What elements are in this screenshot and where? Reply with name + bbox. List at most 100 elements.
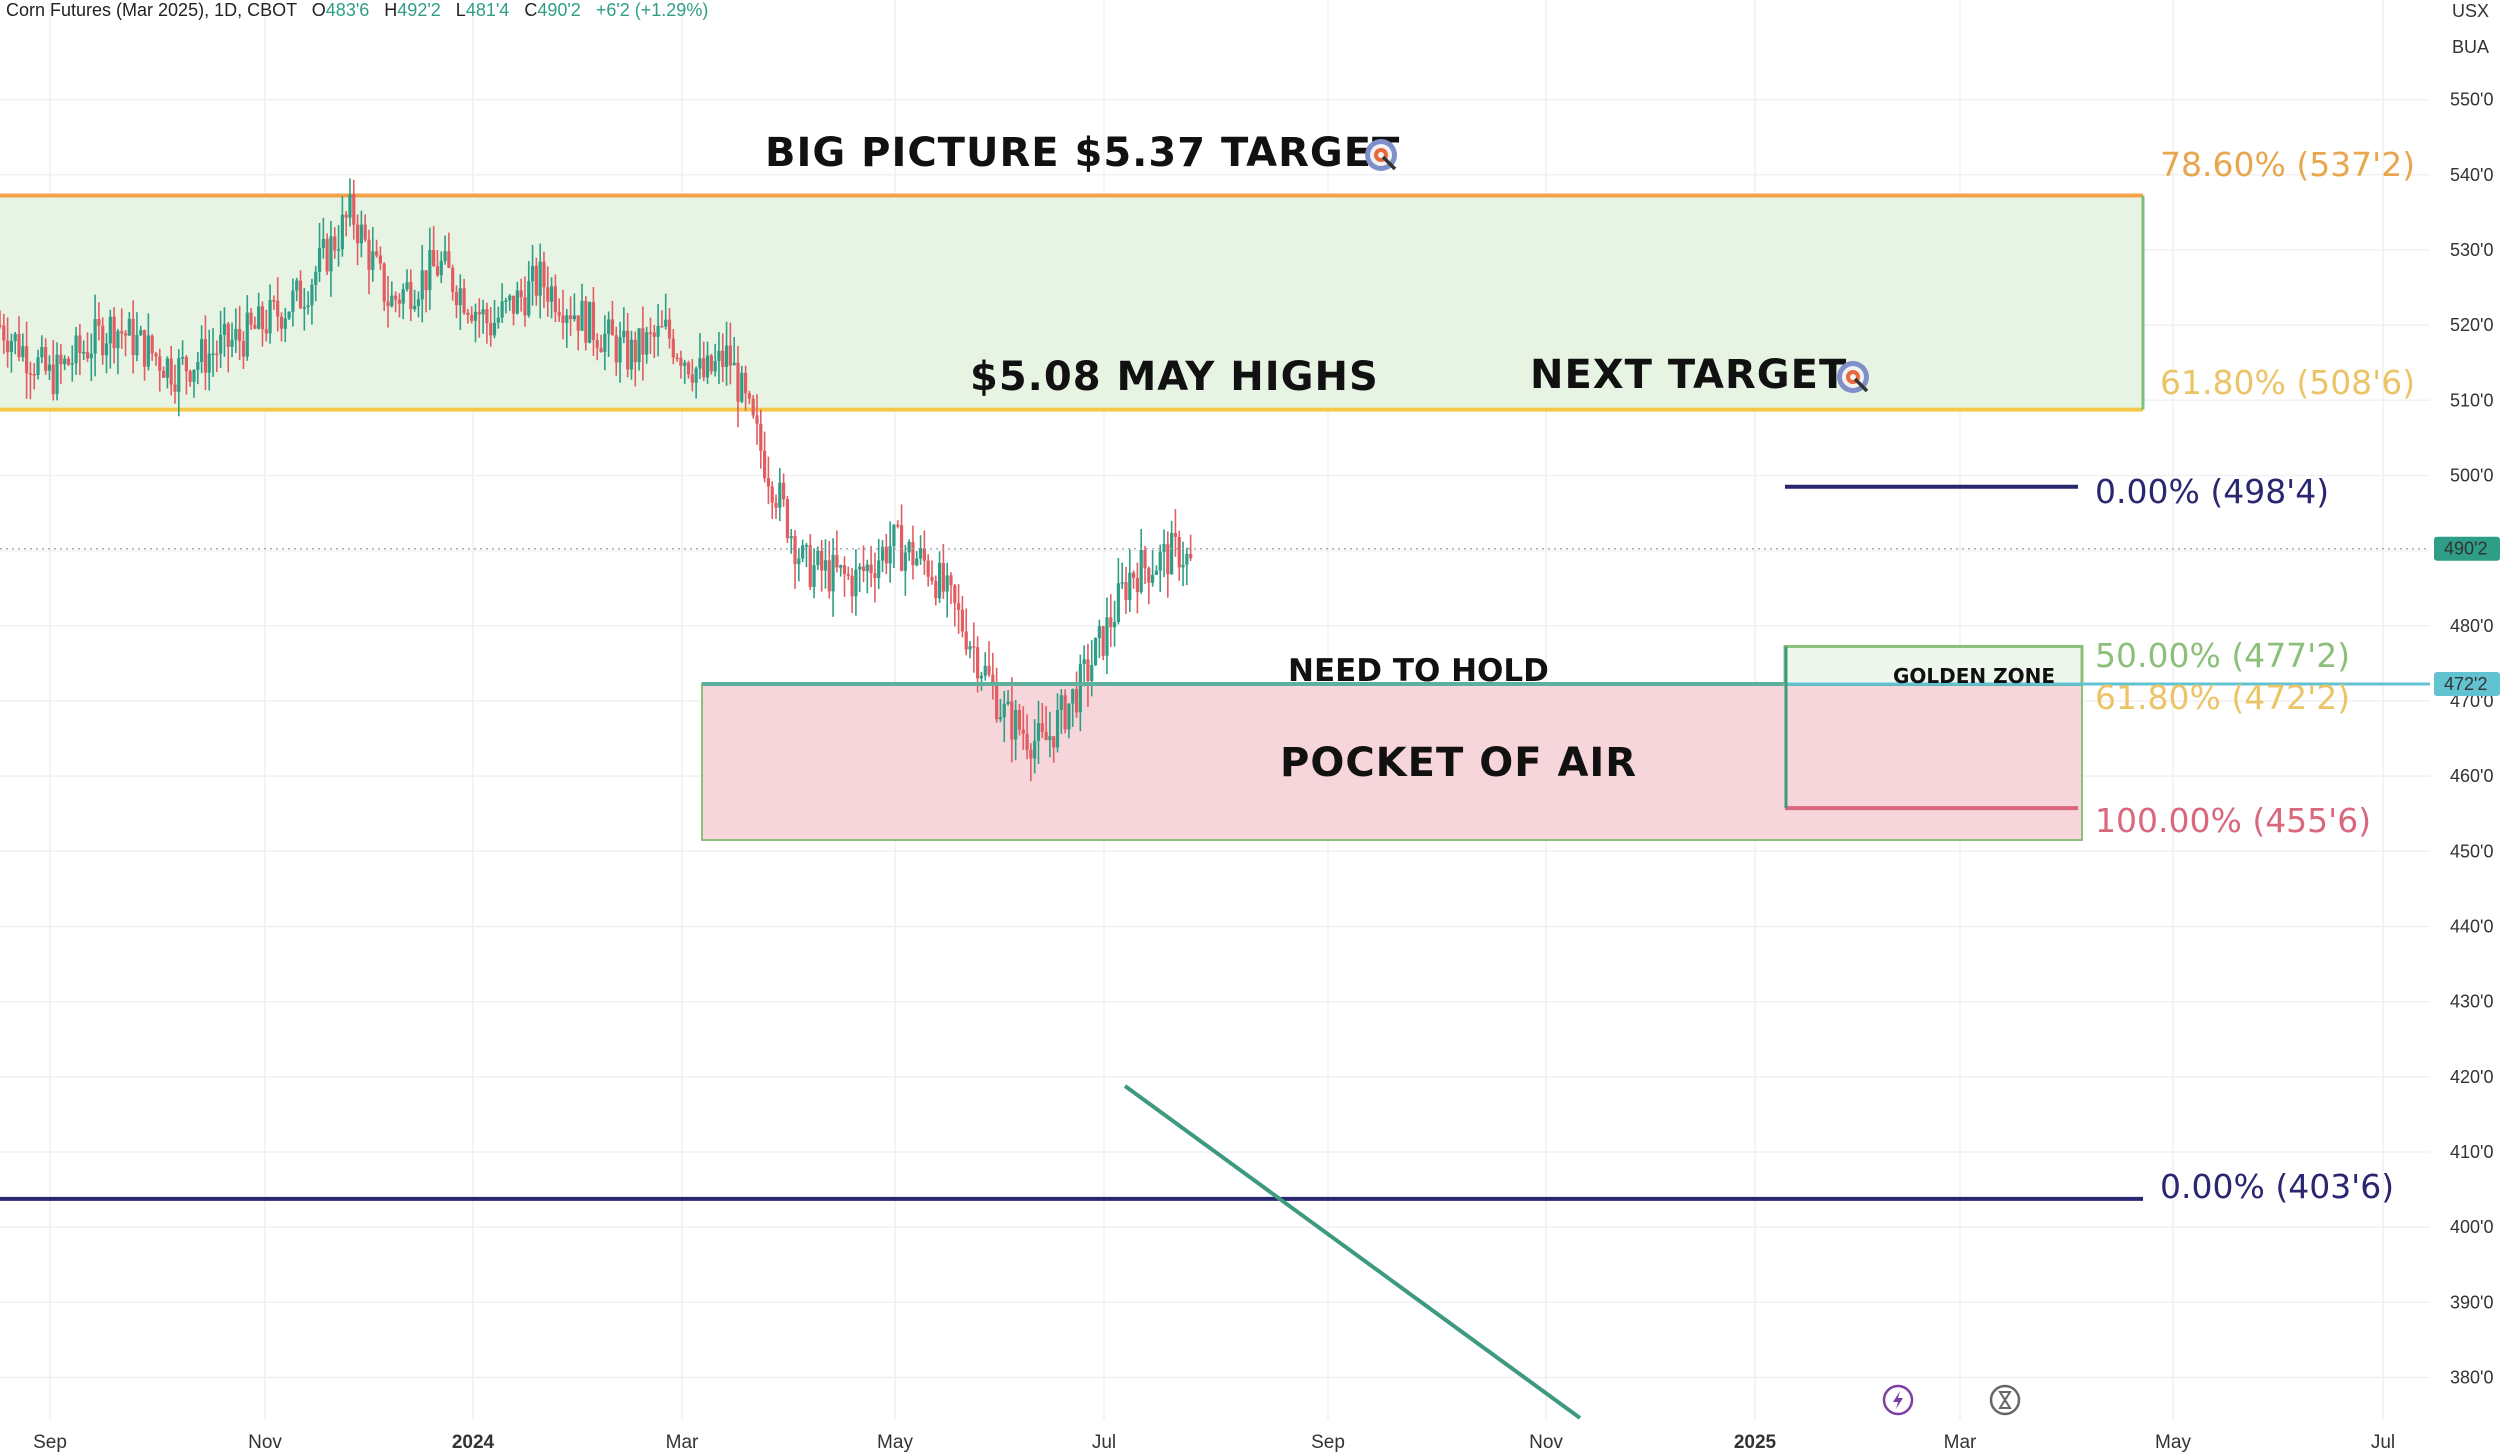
candle-body xyxy=(588,301,592,343)
candle-body xyxy=(1014,709,1018,740)
candle-body xyxy=(165,358,169,378)
candle-body xyxy=(1116,583,1120,623)
y-tick-label: 400'0 xyxy=(2450,1217,2493,1237)
candle-body xyxy=(854,569,858,597)
candle-body xyxy=(1074,689,1079,713)
candle-body xyxy=(1093,638,1098,666)
candle-body xyxy=(1177,536,1181,568)
candle-body xyxy=(211,353,215,356)
candle-body xyxy=(530,265,535,282)
candle-body xyxy=(584,300,588,343)
y-tick-label: 550'0 xyxy=(2450,90,2493,110)
candle-body xyxy=(1154,570,1159,575)
candle-body xyxy=(295,280,299,291)
candle-body xyxy=(766,478,771,487)
candle-body xyxy=(648,332,653,334)
candle-body xyxy=(432,249,436,267)
candle-body xyxy=(534,265,538,296)
candle-body xyxy=(782,482,786,500)
candle-body xyxy=(59,354,63,365)
candle-body xyxy=(1170,533,1174,575)
candle-body xyxy=(721,350,725,367)
fib-786-label: 78.60% (537'2) xyxy=(2160,145,2415,184)
candle-body xyxy=(184,357,188,372)
close-value: 490'2 xyxy=(537,0,580,20)
candle-body xyxy=(896,524,900,527)
x-tick-label: Jul xyxy=(1092,1432,1116,1453)
open-label: O xyxy=(312,0,326,20)
candle-body xyxy=(6,340,10,353)
candle-body xyxy=(1044,731,1048,740)
candle-body xyxy=(481,309,485,315)
candle-body xyxy=(55,354,59,395)
candle-body xyxy=(325,238,329,272)
candle-body xyxy=(694,368,698,383)
candle-body xyxy=(645,332,649,355)
hourglass-icon[interactable] xyxy=(1989,1384,2021,1416)
x-tick-label: Nov xyxy=(1529,1432,1563,1453)
candle-body xyxy=(603,333,607,352)
candlestick-series xyxy=(0,178,1193,782)
candle-body xyxy=(386,301,390,307)
may-highs-annotation: $5.08 MAY HIGHS xyxy=(970,354,1379,400)
candle-body xyxy=(74,335,78,364)
candle-body xyxy=(424,270,428,291)
candle-body xyxy=(835,554,839,568)
candle-body xyxy=(743,372,748,394)
candle-body xyxy=(561,315,565,323)
y-tick-label: 420'0 xyxy=(2450,1067,2493,1087)
candle-body xyxy=(9,341,14,353)
candle-body xyxy=(112,316,116,349)
candle-body xyxy=(941,562,945,592)
lightning-icon[interactable] xyxy=(1882,1384,1914,1416)
candle-body xyxy=(861,566,866,572)
candle-body xyxy=(188,371,192,382)
candle-body xyxy=(820,550,824,571)
candle-body xyxy=(858,566,862,570)
candle-body xyxy=(329,236,333,272)
candle-body xyxy=(382,263,386,302)
change-value: +6'2 (+1.29%) xyxy=(596,0,709,20)
candle-body xyxy=(36,357,40,375)
candle-body xyxy=(1067,703,1071,730)
fib-618-top-label: 61.80% (508'6) xyxy=(2160,363,2415,402)
candle-body xyxy=(257,306,261,329)
candle-body xyxy=(717,350,721,362)
candle-body xyxy=(763,450,767,479)
candle-body xyxy=(63,358,67,365)
candle-body xyxy=(504,300,508,302)
candle-body xyxy=(443,251,447,262)
candle-body xyxy=(702,358,706,378)
candle-body xyxy=(1109,617,1113,628)
candle-body xyxy=(629,339,634,370)
level-price-value: 472'2 xyxy=(2444,674,2487,694)
candle-body xyxy=(85,351,90,359)
candle-body xyxy=(614,335,618,363)
candle-body xyxy=(964,631,968,650)
candle-body xyxy=(1131,572,1136,578)
candle-body xyxy=(1086,659,1090,681)
candle-body xyxy=(1029,749,1033,759)
candle-body xyxy=(226,323,230,347)
candle-body xyxy=(97,319,101,326)
candle-body xyxy=(390,295,394,307)
candle-body xyxy=(789,536,793,539)
candle-body xyxy=(1105,617,1109,656)
candle-body xyxy=(679,357,683,366)
candle-body xyxy=(40,347,44,358)
fib-50-label: 50.00% (477'2) xyxy=(2095,636,2350,675)
fib-0-recent-label: 0.00% (498'4) xyxy=(2095,472,2329,511)
x-tick-label: May xyxy=(877,1432,913,1453)
symbol-label: Corn Futures (Mar 2025), 1D, CBOT xyxy=(6,0,297,20)
candle-body xyxy=(241,340,246,357)
candle-body xyxy=(253,324,257,329)
candle-body xyxy=(515,290,519,314)
y-tick-label: 440'0 xyxy=(2450,916,2493,936)
candle-body xyxy=(576,315,580,331)
candle-body xyxy=(595,339,599,348)
candle-body xyxy=(523,297,527,316)
golden-zone-label: GOLDEN ZONE xyxy=(1893,664,2055,688)
candle-body xyxy=(945,575,949,592)
candle-body xyxy=(310,284,314,306)
